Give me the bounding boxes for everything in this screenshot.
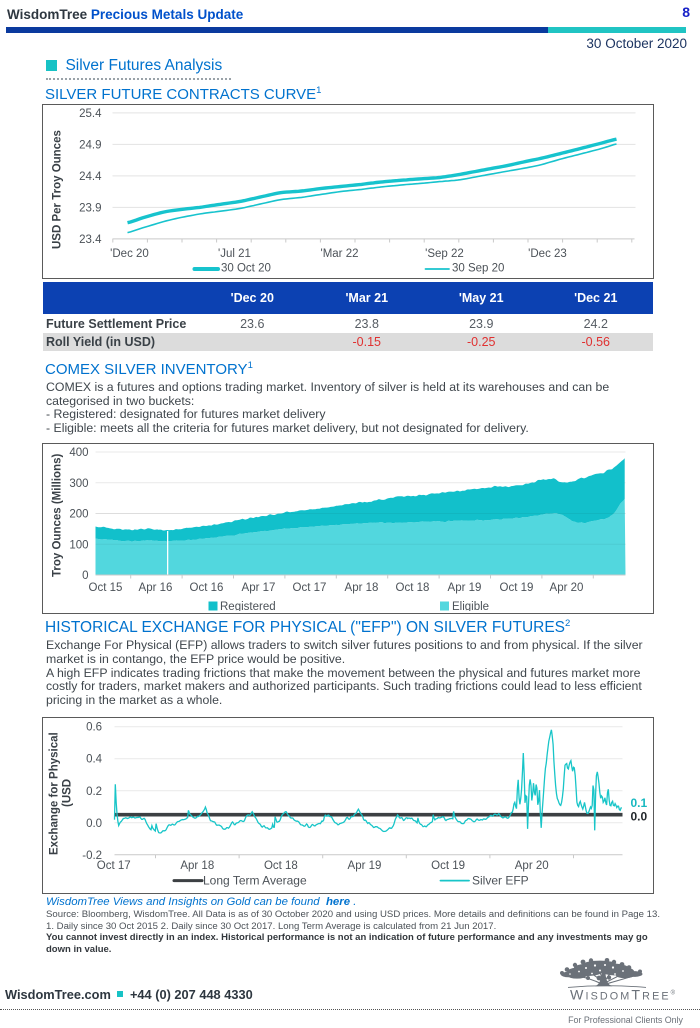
svg-text:30 Oct 20: 30 Oct 20 <box>221 263 271 275</box>
svg-text:0.6: 0.6 <box>86 722 102 734</box>
svg-text:Oct 17: Oct 17 <box>293 582 327 594</box>
svg-text:Oct 18: Oct 18 <box>396 582 430 594</box>
svg-text:Apr 16: Apr 16 <box>139 582 173 594</box>
svg-text:100: 100 <box>69 539 88 551</box>
svg-text:'Jul 21: 'Jul 21 <box>218 248 251 260</box>
svg-text:Apr 18: Apr 18 <box>345 582 379 594</box>
svg-text:23.4: 23.4 <box>79 234 102 246</box>
svg-text:0.0: 0.0 <box>86 818 102 830</box>
svg-text:Eligible: Eligible <box>452 601 489 611</box>
svg-text:Oct 15: Oct 15 <box>89 582 123 594</box>
svg-text:Troy Ounces (Millions): Troy Ounces (Millions) <box>52 454 64 577</box>
svg-text:'Mar 22: 'Mar 22 <box>321 248 359 260</box>
svg-text:Oct 19: Oct 19 <box>431 860 465 872</box>
svg-text:24.4: 24.4 <box>79 171 102 183</box>
svg-text:Apr 17: Apr 17 <box>242 582 276 594</box>
svg-text:Apr 19: Apr 19 <box>448 582 482 594</box>
svg-text:400: 400 <box>69 447 88 459</box>
svg-text:Oct 18: Oct 18 <box>264 860 298 872</box>
svg-text:Apr 20: Apr 20 <box>550 582 584 594</box>
svg-text:23.9: 23.9 <box>79 202 101 214</box>
svg-text:Registered: Registered <box>220 601 276 611</box>
svg-text:24.9: 24.9 <box>79 139 101 151</box>
svg-text:0.2: 0.2 <box>86 786 102 798</box>
svg-text:Silver EFP: Silver EFP <box>472 874 529 888</box>
svg-text:30 Sep 20: 30 Sep 20 <box>452 263 504 275</box>
svg-text:0.0: 0.0 <box>631 810 648 824</box>
svg-text:0.4: 0.4 <box>86 754 103 766</box>
svg-text:WISDOMTREE®: WISDOMTREE® <box>570 988 676 1004</box>
svg-text:(USD: (USD <box>62 779 74 807</box>
svg-text:Exchange for Physical: Exchange for Physical <box>49 732 61 855</box>
svg-text:0: 0 <box>82 570 88 582</box>
svg-text:Oct 17: Oct 17 <box>97 860 131 872</box>
svg-text:25.4: 25.4 <box>79 108 102 120</box>
svg-text:'Dec 20: 'Dec 20 <box>110 248 149 260</box>
svg-text:'Dec 23: 'Dec 23 <box>528 248 567 260</box>
svg-text:Oct 19: Oct 19 <box>500 582 534 594</box>
svg-text:USD Per Troy Ounces: USD Per Troy Ounces <box>52 130 64 249</box>
svg-text:Apr 19: Apr 19 <box>348 860 382 872</box>
svg-text:Apr 20: Apr 20 <box>515 860 549 872</box>
svg-text:Apr 18: Apr 18 <box>180 860 214 872</box>
svg-text:0.1: 0.1 <box>631 796 648 810</box>
svg-text:Oct 16: Oct 16 <box>190 582 224 594</box>
svg-text:-0.2: -0.2 <box>82 850 102 862</box>
svg-text:Long Term Average: Long Term Average <box>203 874 307 888</box>
svg-text:'Sep 22: 'Sep 22 <box>425 248 464 260</box>
svg-text:300: 300 <box>69 478 88 490</box>
svg-text:200: 200 <box>69 509 88 521</box>
